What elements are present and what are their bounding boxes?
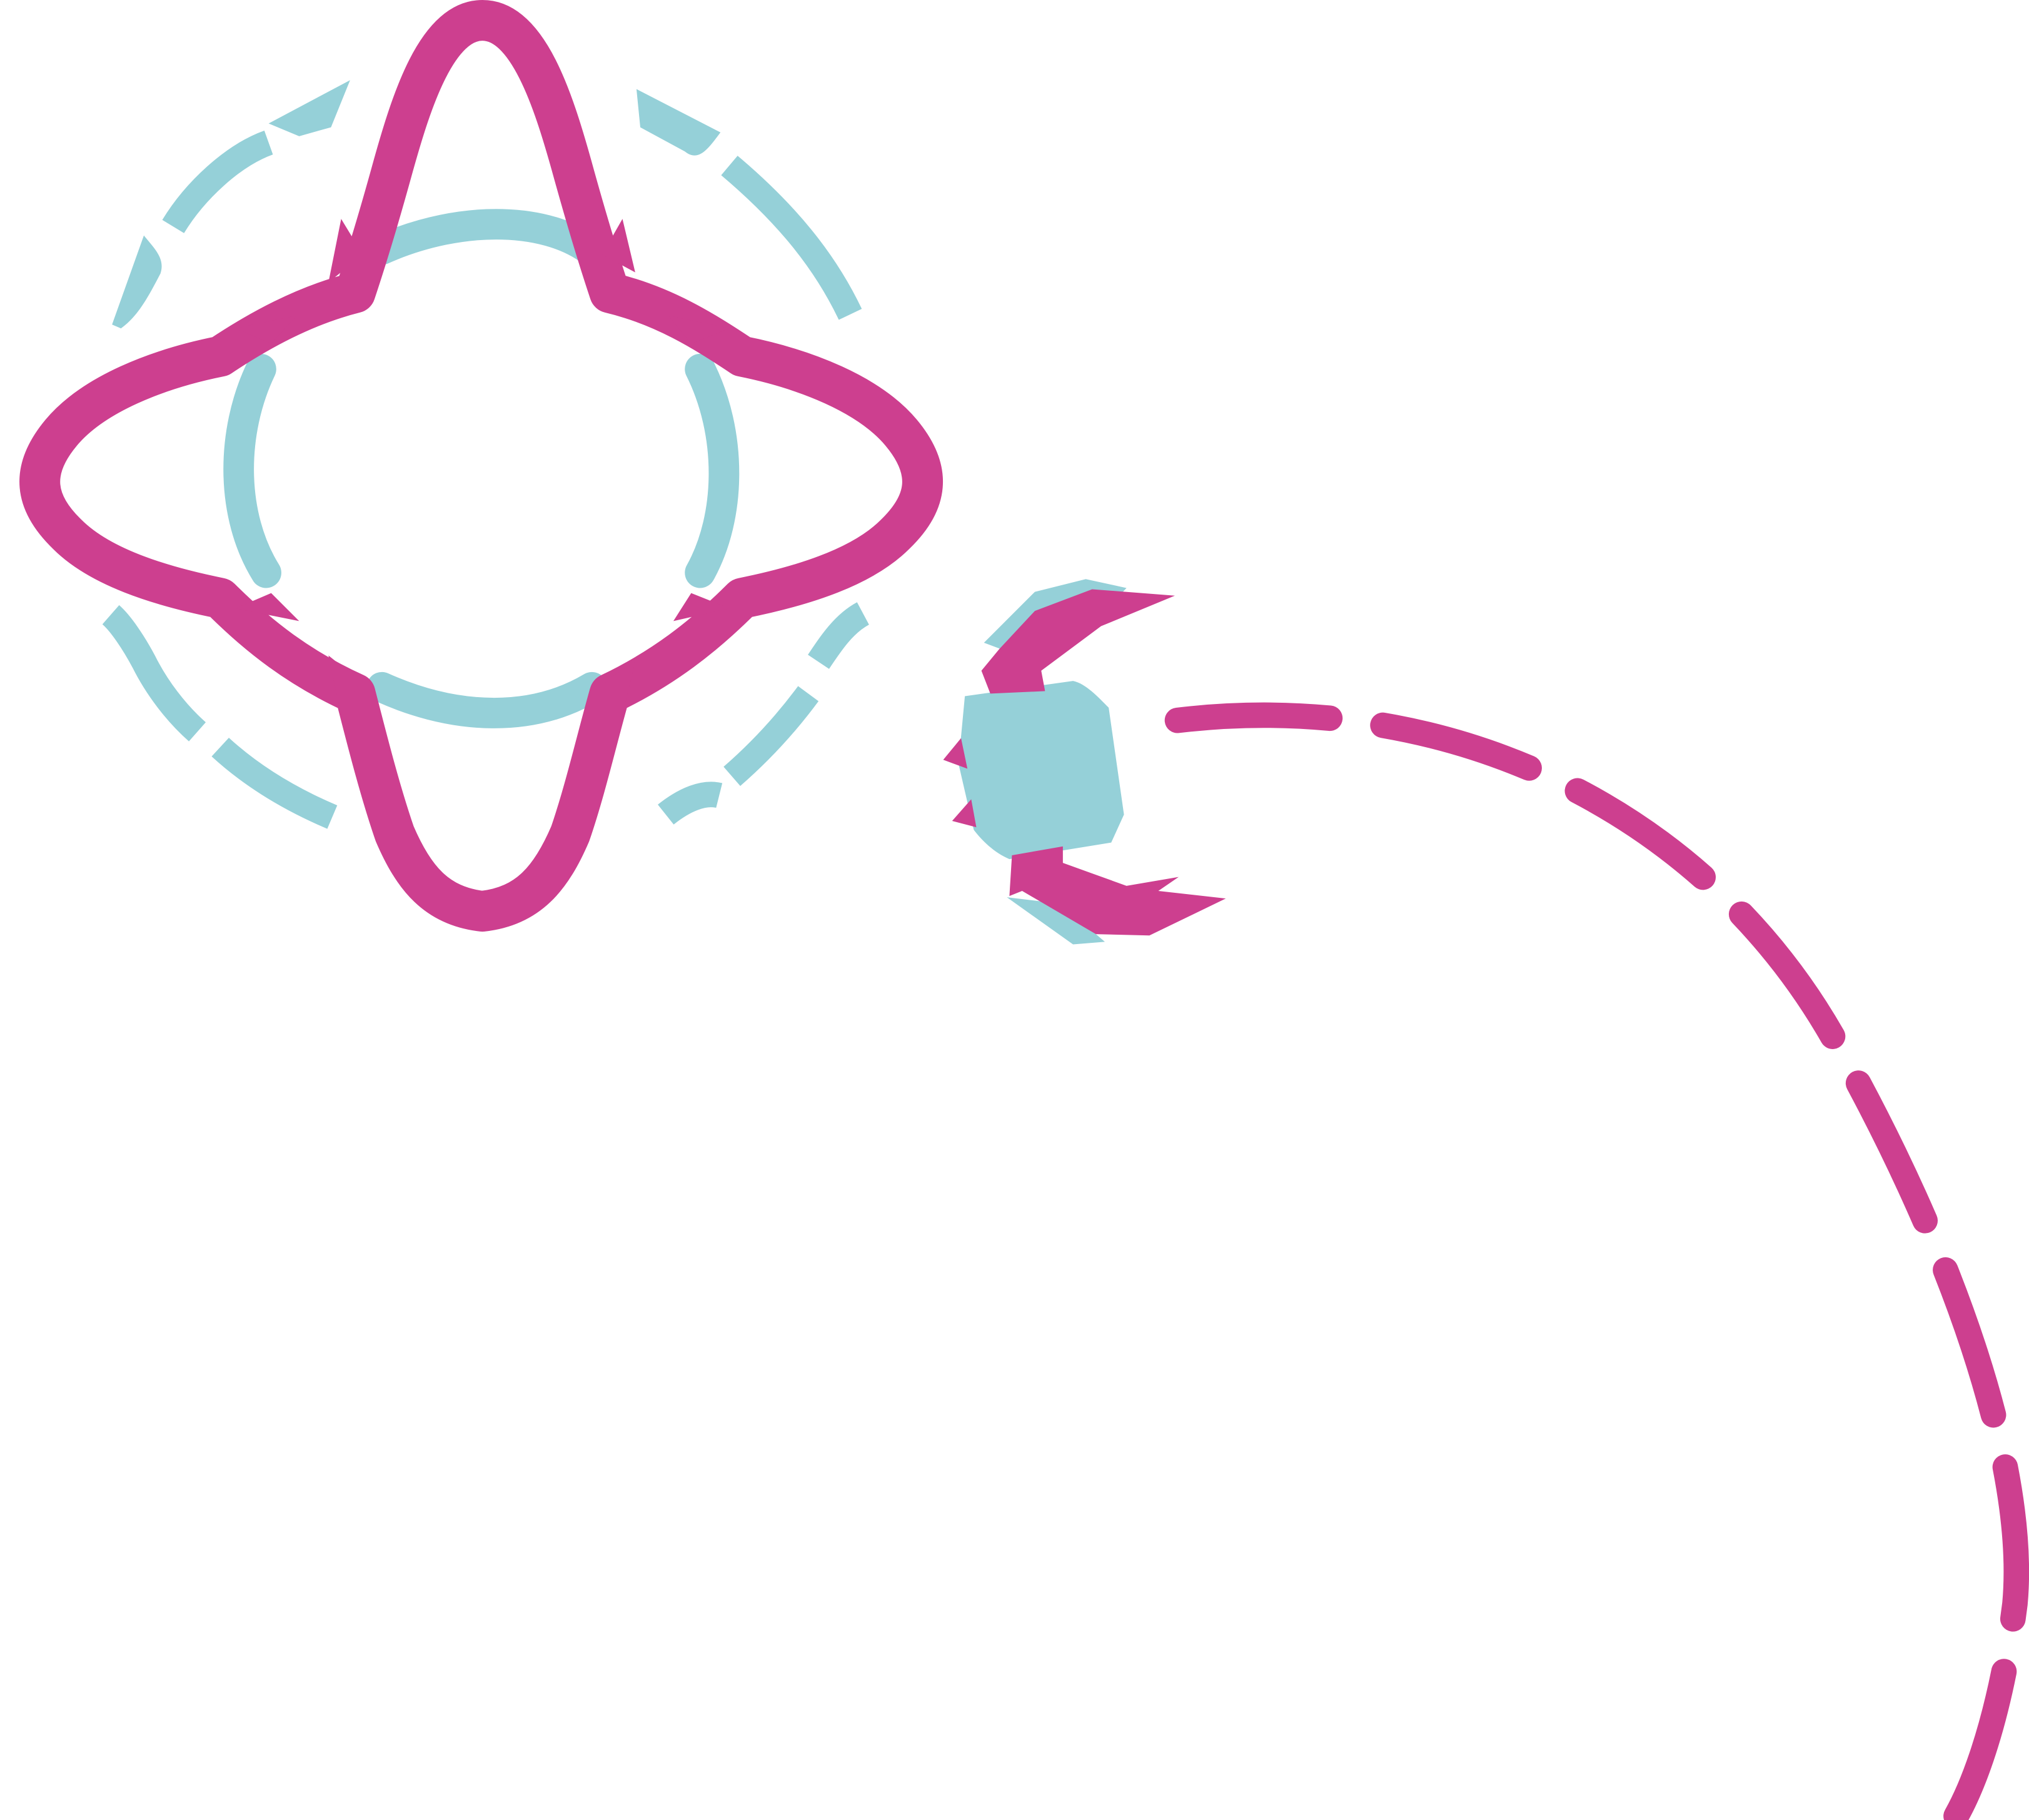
inner-arc-bottom (366, 671, 608, 728)
notch-bottom-left (328, 655, 361, 716)
outer-ring-dash (658, 782, 723, 825)
dashed-trajectory (1164, 702, 2029, 1820)
satellite-side-panel-lower (952, 799, 977, 828)
notch-right-bottom (673, 593, 730, 621)
outer-ring-dash (112, 235, 162, 329)
inner-arc-right (685, 353, 740, 588)
notch-top-left (328, 219, 363, 283)
outer-ring-dashes (102, 80, 870, 829)
satellite-side-panel-upper (943, 738, 968, 769)
outer-ring-dash (211, 737, 338, 829)
outer-ring-dash (723, 686, 819, 787)
notch-bottom-right (605, 661, 635, 716)
satellite-icon (943, 579, 1226, 945)
satellite-bottom-panel (1009, 846, 1226, 936)
outer-ring-dash (162, 130, 273, 234)
satellite-bottom-panel-shadow (1007, 897, 1105, 945)
inner-arc-top (366, 209, 612, 270)
star-notches (235, 219, 730, 716)
outer-ring-dash (102, 605, 206, 742)
satellite-body (958, 681, 1124, 860)
notch-left-top (235, 315, 297, 344)
orbit-target-icon (19, 0, 943, 932)
outer-ring-dash (636, 89, 721, 156)
notch-left-bottom (235, 593, 300, 621)
outer-ring-dash (268, 80, 350, 136)
notch-right-top (668, 315, 730, 344)
inner-arc-left (223, 353, 281, 588)
notch-top-right (602, 219, 635, 273)
outer-ring-dash (808, 602, 870, 669)
satellite-top-panel (981, 589, 1175, 694)
star-outline (19, 0, 943, 932)
outer-ring-dash (721, 156, 862, 320)
